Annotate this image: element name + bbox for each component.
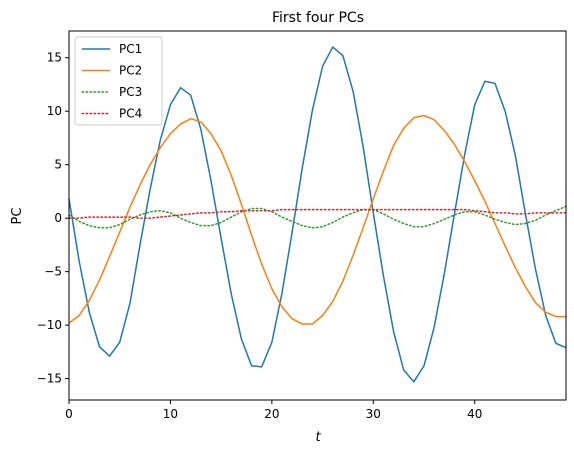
y-tick-label: 10	[47, 104, 62, 118]
legend: PC1 PC2 PC3 PC4	[74, 36, 163, 126]
y-tick-label: −15	[37, 372, 62, 386]
x-tick-label: 10	[163, 407, 178, 421]
legend-box	[74, 36, 163, 126]
x-axis-label: t	[315, 430, 321, 445]
legend-label-pc1: PC1	[119, 42, 142, 56]
x-ticks: 0 10 20 30 40	[65, 400, 482, 421]
chart-title: First four PCs	[272, 10, 364, 26]
x-tick-label: 20	[264, 407, 279, 421]
series-layer	[68, 46, 567, 383]
series-line-pc1	[68, 46, 567, 383]
x-tick-label: 0	[65, 407, 73, 421]
series-line-pc2	[68, 114, 566, 325]
y-tick-label: 15	[47, 51, 62, 65]
series-line-pc4	[68, 208, 567, 219]
y-tick-label: −5	[44, 265, 62, 279]
y-axis-label: PC	[10, 208, 25, 225]
y-tick-label: 5	[54, 158, 62, 172]
y-ticks: −15 −10 −5 0 5 10 15	[37, 51, 69, 386]
x-tick-label: 30	[366, 407, 381, 421]
legend-label-pc4: PC4	[119, 107, 142, 121]
plot-frame	[68, 30, 567, 401]
x-tick-label: 40	[467, 407, 482, 421]
legend-label-pc2: PC2	[119, 64, 142, 78]
series-line-pc3	[68, 205, 567, 229]
legend-label-pc3: PC3	[119, 85, 142, 99]
y-tick-label: 0	[54, 211, 62, 225]
y-tick-label: −10	[37, 318, 62, 332]
